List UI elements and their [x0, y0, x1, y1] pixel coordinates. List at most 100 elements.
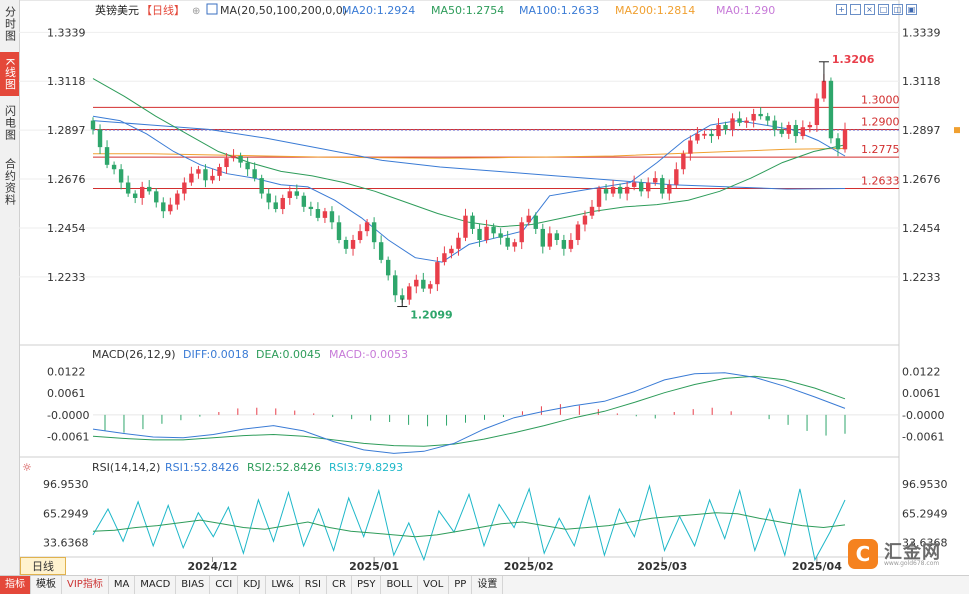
candle-body — [231, 155, 236, 159]
price-tick-right: 1.2897 — [902, 124, 941, 137]
toolbar-item[interactable]: BIAS — [176, 576, 211, 594]
candle-body — [561, 239, 567, 249]
candle-body — [793, 125, 799, 137]
candle-body — [835, 138, 841, 150]
window-controls: + - × □ ◫ ▣ — [836, 4, 917, 15]
price-tick-left: 1.3339 — [47, 26, 86, 39]
candle-body — [273, 202, 278, 210]
tab-kline[interactable]: K线图 — [0, 52, 19, 96]
x-tick-label: 2025/03 — [637, 560, 687, 573]
candle-body — [533, 215, 538, 229]
candle-body — [646, 182, 651, 192]
candle-body — [280, 197, 285, 210]
candle-body — [638, 182, 644, 192]
candle-body — [238, 155, 243, 163]
candle-body — [154, 191, 159, 203]
candle-body — [97, 129, 103, 148]
candle-body — [758, 113, 763, 117]
period-select[interactable]: 日线 — [20, 557, 66, 575]
price-tick-left: 1.3118 — [47, 75, 86, 88]
candle-body — [730, 118, 735, 130]
toolbar-item[interactable]: BOLL — [381, 576, 419, 594]
toolbar-item[interactable]: CR — [327, 576, 352, 594]
macd-tick-left: 0.0061 — [47, 387, 86, 400]
rsi-header: RSI(14,14,2) — [92, 461, 160, 474]
candle-body — [182, 182, 187, 194]
tab-flash[interactable]: 闪电图 — [3, 105, 17, 141]
x-tick-label: 2025/02 — [504, 560, 554, 573]
candle-body — [737, 118, 742, 123]
window-button[interactable]: - — [850, 4, 861, 15]
toolbar-item[interactable]: KDJ — [238, 576, 267, 594]
toolbar-item[interactable]: LW& — [266, 576, 300, 594]
window-button[interactable]: ▣ — [906, 4, 917, 15]
ma-toggle-icon[interactable] — [206, 3, 218, 15]
toolbar-item[interactable]: PP — [449, 576, 473, 594]
indicator-toolbar: 指标 模板 VIP指标 MA MACD BIAS CCI KDJ LW& RSI… — [0, 575, 969, 594]
macd-header: MACD(26,12,9) — [92, 348, 176, 361]
candle-body — [336, 222, 342, 240]
candle-body — [498, 233, 503, 238]
macd-tick-right: 0.0061 — [902, 387, 941, 400]
toolbar-item[interactable]: 模板 — [31, 576, 62, 594]
candle-body — [400, 295, 405, 300]
candles: 1.3206 1.2099 — [90, 53, 875, 322]
ma100-line — [92, 120, 846, 190]
tab-contract-info[interactable]: 合约资料 — [3, 158, 17, 206]
logo-url: www.gold678.com — [884, 560, 940, 567]
extreme-label: 1.3206 — [832, 53, 875, 66]
toolbar-item[interactable]: MACD — [135, 576, 177, 594]
candle-body — [294, 191, 300, 196]
rsi14-line — [92, 512, 846, 538]
toolbar-item[interactable]: MA — [109, 576, 136, 594]
x-tick-label: 2025/01 — [349, 560, 399, 573]
toolbar-item[interactable]: 指标 — [0, 576, 31, 594]
toolbar-item[interactable]: CCI — [210, 576, 239, 594]
chart-area[interactable]: 1.3000 1.2900 1.2775 1.2633 1.3206 1.2099 1.… — [19, 0, 969, 575]
candle-body — [674, 169, 679, 185]
candle-body — [245, 162, 250, 170]
candle-body — [435, 262, 440, 285]
price-panel-frame — [19, 0, 900, 346]
window-button[interactable]: × — [864, 4, 875, 15]
window-button[interactable]: □ — [878, 4, 889, 15]
candle-body — [378, 242, 384, 260]
window-button[interactable]: + — [836, 4, 847, 15]
candle-body — [526, 215, 531, 223]
tab-timeshare[interactable]: 分时图 — [3, 6, 17, 42]
candle-body — [210, 175, 215, 181]
price-tick-left: 1.2897 — [47, 124, 86, 137]
candle-body — [315, 209, 321, 218]
ma20-value: MA20:1.2924 — [342, 4, 415, 17]
ma100-value: MA100:1.2633 — [519, 4, 599, 17]
toolbar-item[interactable]: 设置 — [472, 576, 504, 594]
candle-body — [505, 237, 510, 247]
candle-body — [568, 239, 574, 249]
x-tick-label: 2024/12 — [188, 560, 238, 573]
candle-body — [259, 178, 264, 194]
toolbar-item[interactable]: VOL — [418, 576, 450, 594]
rsi-tick-left: 33.6368 — [43, 537, 89, 550]
price-tick-left: 1.2676 — [47, 173, 86, 186]
candle-body — [266, 193, 271, 203]
macd-tick-left: 0.0122 — [47, 365, 86, 378]
rsi3-line — [92, 484, 846, 562]
candle-body — [301, 195, 307, 207]
candle-body — [442, 253, 447, 263]
macd-dea-line — [92, 375, 846, 447]
settings-icon[interactable]: ⊕ — [192, 6, 200, 17]
toolbar-item[interactable]: RSI — [300, 576, 328, 594]
candle-body — [491, 226, 496, 234]
candle-body — [540, 228, 545, 247]
logo-name: 汇金网 — [884, 542, 941, 563]
candle-body — [617, 186, 623, 194]
rsi-settings-icon[interactable]: ☼ — [22, 461, 32, 474]
candle-body — [125, 182, 131, 194]
candle-body — [702, 133, 707, 136]
window-button[interactable]: ◫ — [892, 4, 903, 15]
toolbar-item[interactable]: VIP指标 — [62, 576, 109, 594]
toolbar-item[interactable]: PSY — [352, 576, 382, 594]
candle-body — [470, 215, 475, 229]
rsi-series — [92, 484, 846, 562]
candle-body — [224, 158, 229, 168]
